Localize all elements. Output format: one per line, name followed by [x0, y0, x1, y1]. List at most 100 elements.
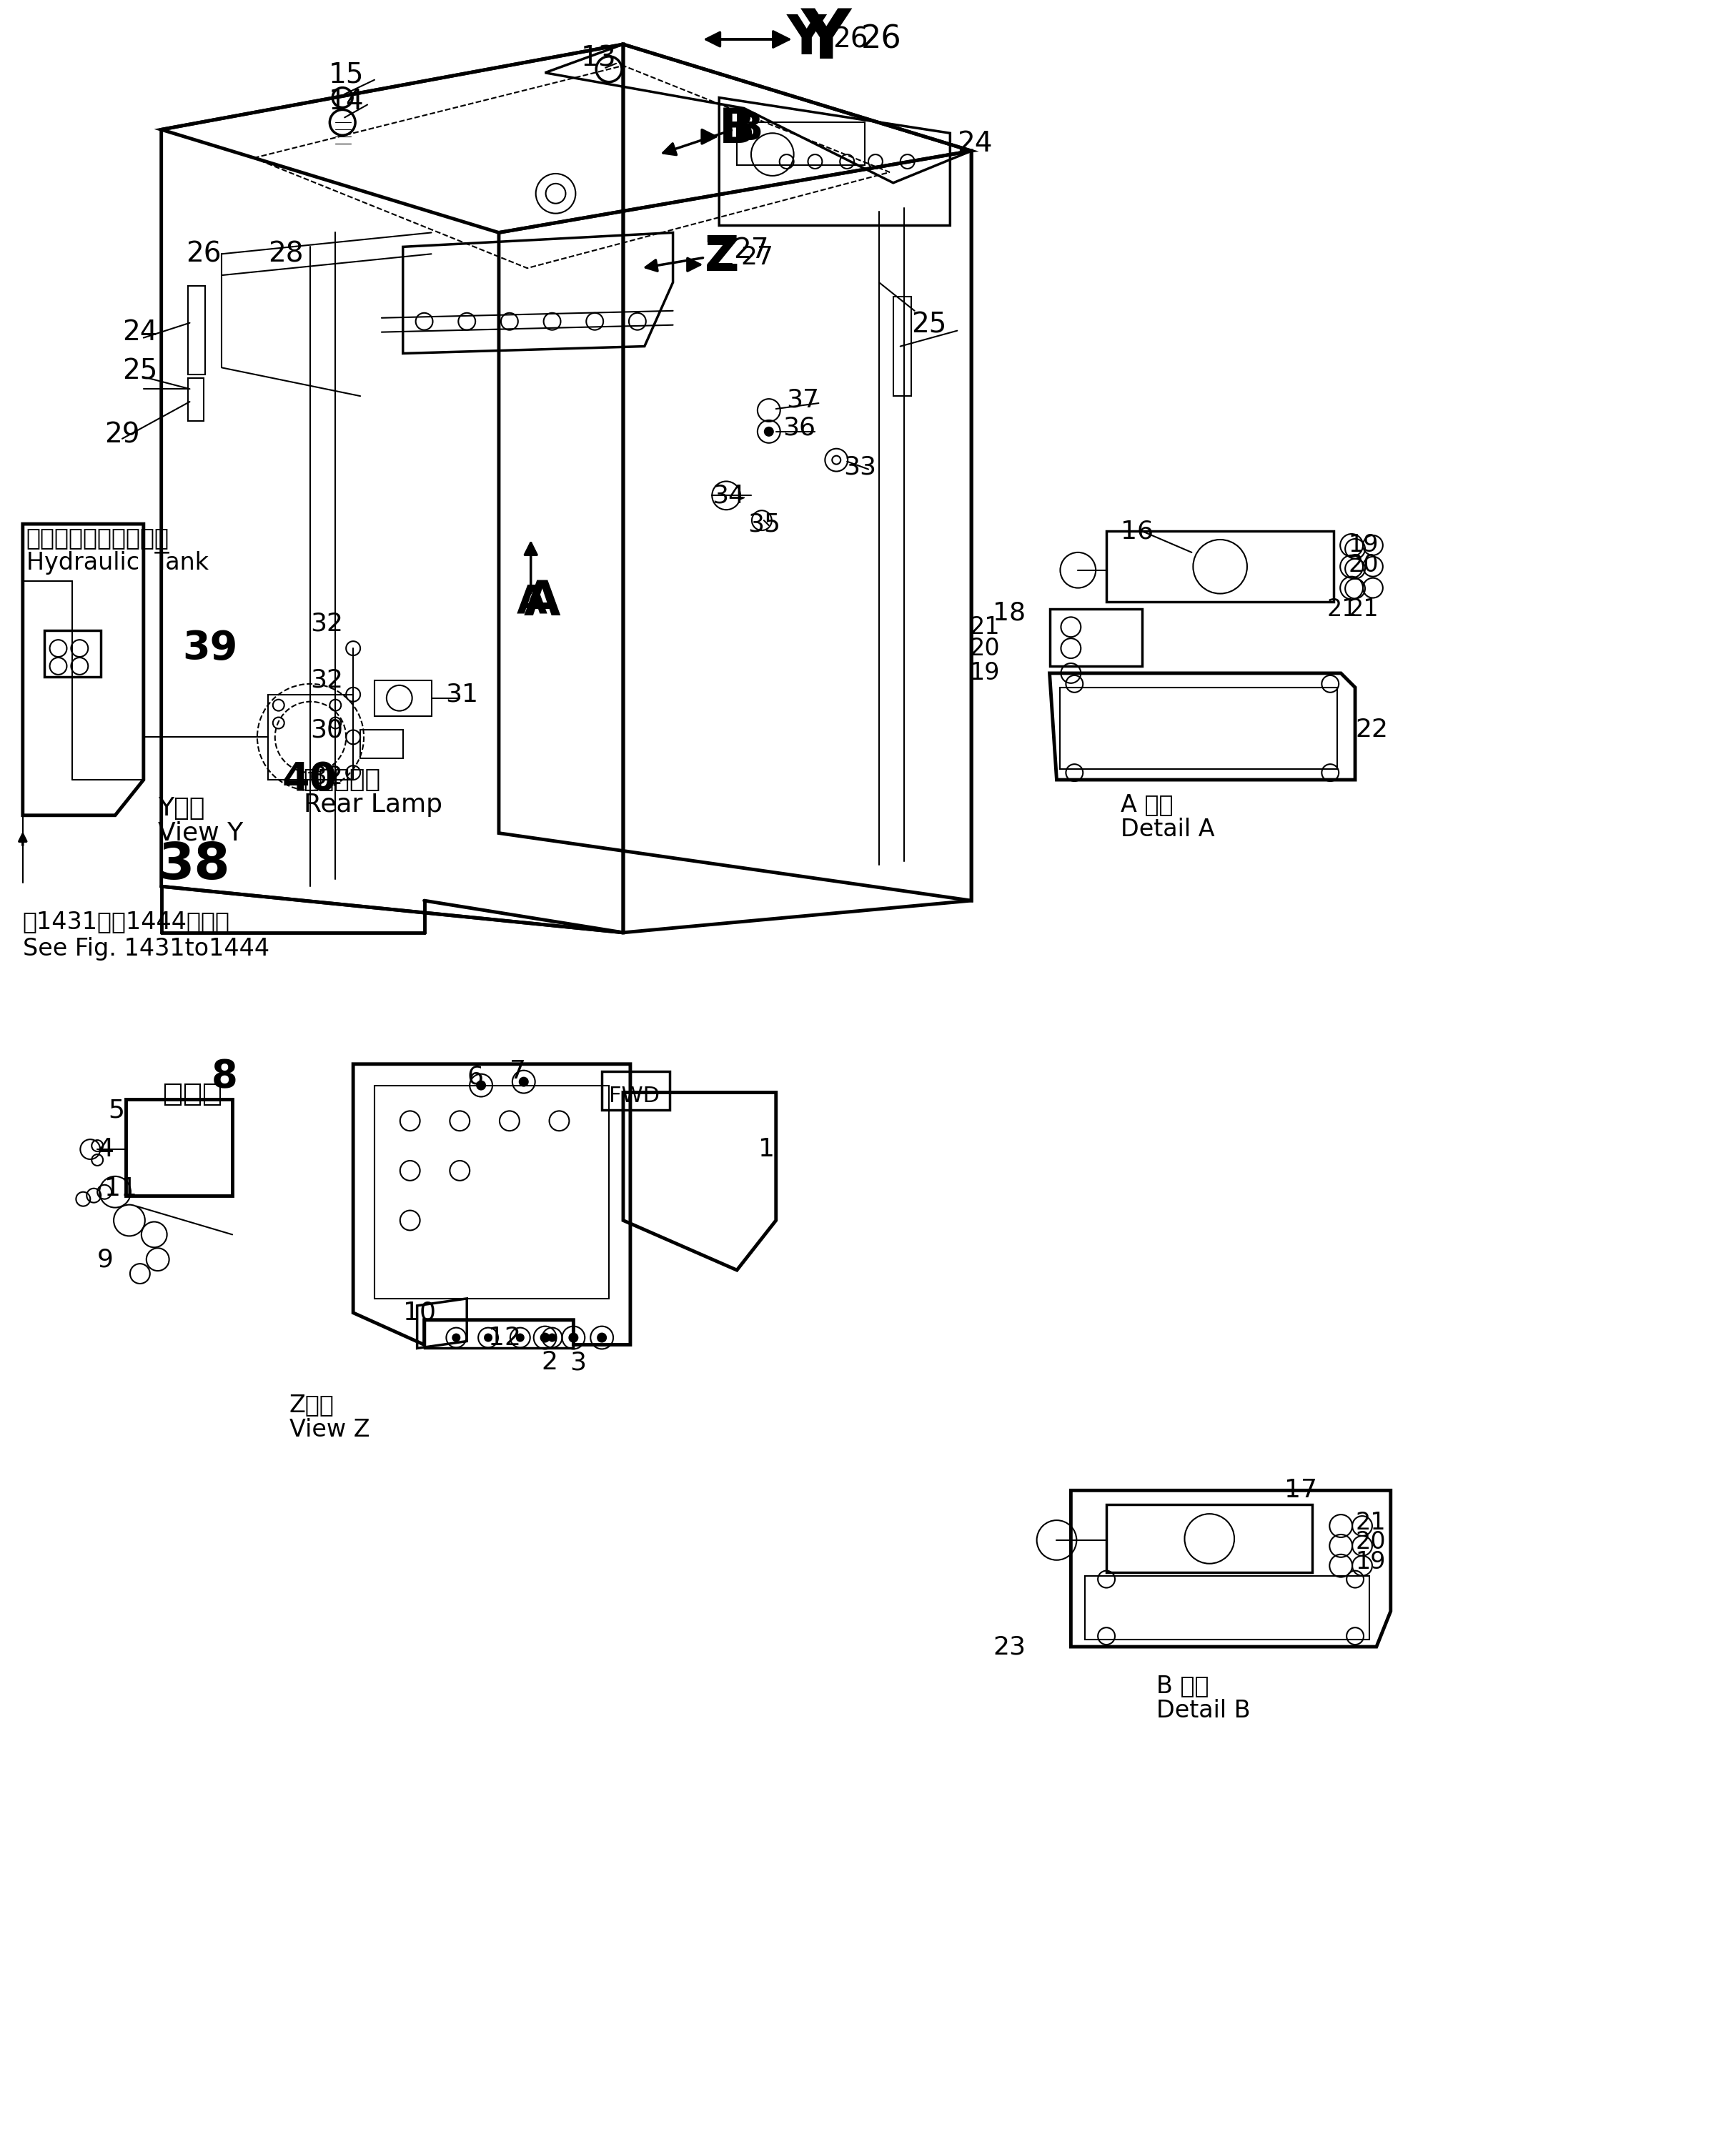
Text: 32: 32: [311, 611, 344, 635]
Text: 16: 16: [1121, 519, 1153, 542]
Text: 1: 1: [759, 1136, 774, 1162]
Bar: [1106, 532, 1333, 603]
Text: 6: 6: [467, 1065, 483, 1089]
Text: 20: 20: [969, 637, 1000, 661]
Text: Detail A: Detail A: [1121, 818, 1215, 841]
Text: 36: 36: [783, 415, 816, 441]
Bar: [602, 1072, 670, 1110]
Bar: [1085, 1575, 1370, 1640]
Text: 32: 32: [311, 667, 344, 693]
Text: A: A: [517, 583, 547, 622]
Text: B: B: [719, 105, 755, 153]
Bar: [267, 695, 352, 779]
Text: 第1431から1444図参照: 第1431から1444図参照: [23, 910, 229, 934]
Text: 27: 27: [741, 245, 773, 269]
Text: 14: 14: [328, 88, 365, 114]
Text: Detail B: Detail B: [1156, 1698, 1250, 1722]
Text: 12: 12: [488, 1326, 521, 1349]
Bar: [361, 730, 403, 758]
Bar: [165, 1085, 181, 1106]
Text: 21: 21: [1349, 598, 1378, 622]
Text: 13: 13: [580, 45, 616, 71]
Text: 5: 5: [108, 1098, 125, 1123]
Bar: [43, 631, 101, 676]
Text: B 詳細: B 詳細: [1156, 1674, 1208, 1698]
Text: 40: 40: [283, 760, 337, 798]
Text: 26: 26: [861, 24, 901, 54]
Circle shape: [597, 1334, 606, 1343]
Bar: [375, 1085, 609, 1298]
Text: 39: 39: [182, 628, 238, 667]
Bar: [205, 1085, 220, 1106]
Text: 19: 19: [1356, 1549, 1385, 1573]
Text: 3: 3: [569, 1349, 587, 1375]
Text: A 詳細: A 詳細: [1121, 792, 1174, 816]
Text: View Z: View Z: [290, 1418, 370, 1442]
Text: Z: Z: [705, 239, 734, 278]
Text: 21: 21: [969, 615, 1000, 639]
Text: B: B: [733, 110, 764, 148]
Bar: [1050, 609, 1142, 667]
Bar: [736, 123, 865, 166]
Text: 27: 27: [733, 237, 769, 265]
Text: A: A: [524, 579, 561, 626]
Circle shape: [549, 1334, 556, 1341]
Text: Z　図: Z 図: [290, 1392, 333, 1416]
Bar: [375, 680, 431, 717]
Text: 24: 24: [122, 318, 158, 346]
Circle shape: [569, 1334, 578, 1343]
Text: 34: 34: [712, 484, 745, 508]
Text: 4: 4: [97, 1136, 115, 1162]
Text: Rear Lamp: Rear Lamp: [304, 792, 443, 818]
Bar: [1106, 1504, 1312, 1573]
Text: 32: 32: [311, 764, 344, 788]
Text: 18: 18: [993, 600, 1026, 624]
Bar: [125, 1100, 233, 1197]
Bar: [1061, 686, 1337, 768]
Text: Y　視: Y 視: [158, 796, 205, 820]
Text: 33: 33: [844, 454, 877, 480]
Circle shape: [453, 1334, 460, 1341]
Text: 25: 25: [122, 357, 158, 385]
Text: 21: 21: [1356, 1511, 1385, 1534]
Text: 28: 28: [267, 241, 304, 267]
Text: 15: 15: [328, 60, 363, 88]
Text: 35: 35: [748, 512, 781, 536]
Text: 37: 37: [786, 387, 819, 411]
Text: 30: 30: [311, 719, 344, 742]
Text: 11: 11: [104, 1177, 137, 1201]
Text: 21: 21: [1326, 598, 1358, 622]
Text: 29: 29: [104, 422, 141, 450]
Text: Y: Y: [800, 6, 851, 73]
Text: リアランプ: リアランプ: [304, 768, 380, 792]
Text: Z: Z: [705, 235, 740, 282]
Text: FWD: FWD: [609, 1085, 660, 1106]
Bar: [184, 1085, 200, 1106]
Text: 20: 20: [1349, 553, 1378, 577]
Circle shape: [764, 428, 773, 437]
Text: 10: 10: [403, 1300, 436, 1326]
Circle shape: [542, 1334, 549, 1343]
Text: 24: 24: [957, 131, 993, 157]
Text: 7: 7: [509, 1059, 526, 1082]
Circle shape: [484, 1334, 491, 1341]
Circle shape: [517, 1334, 524, 1341]
Text: 9: 9: [97, 1248, 113, 1272]
Text: 26: 26: [186, 241, 222, 267]
Text: 20: 20: [1356, 1530, 1385, 1554]
Text: 2: 2: [542, 1349, 557, 1375]
Text: 23: 23: [993, 1636, 1026, 1659]
Text: 22: 22: [1356, 719, 1389, 742]
Text: View Y: View Y: [158, 820, 243, 846]
Text: 38: 38: [158, 841, 229, 889]
Text: 8: 8: [212, 1059, 238, 1095]
Circle shape: [477, 1080, 486, 1089]
Text: 25: 25: [911, 312, 946, 338]
Text: ハイドロリックタンク: ハイドロリックタンク: [26, 527, 168, 551]
Text: 17: 17: [1285, 1478, 1318, 1502]
Text: 31: 31: [446, 682, 479, 706]
Text: 19: 19: [1349, 534, 1378, 557]
Text: See Fig. 1431to1444: See Fig. 1431to1444: [23, 936, 269, 960]
Text: 19: 19: [969, 661, 1000, 684]
Text: Hydraulic  Tank: Hydraulic Tank: [26, 551, 208, 575]
